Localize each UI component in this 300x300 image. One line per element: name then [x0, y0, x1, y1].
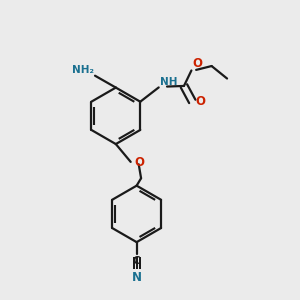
- Text: O: O: [193, 57, 202, 70]
- Text: N: N: [132, 271, 142, 284]
- Text: NH₂: NH₂: [71, 65, 94, 75]
- Text: O: O: [195, 95, 205, 108]
- Text: O: O: [135, 156, 145, 169]
- Text: NH: NH: [160, 76, 177, 86]
- Text: C: C: [133, 256, 140, 266]
